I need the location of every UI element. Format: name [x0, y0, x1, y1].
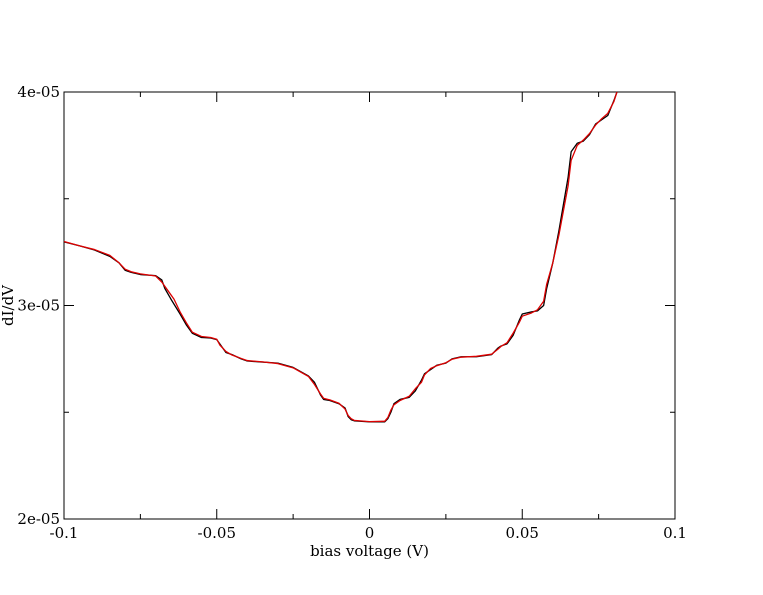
- x-axis-label: bias voltage (V): [310, 542, 429, 560]
- ticks-layer: -0.1 -0.05 0 0.05 0.1 2e-05 3e-05 4e-05: [17, 83, 687, 542]
- series-layer: [63, 91, 618, 423]
- y-tick-label: 3e-05: [17, 297, 60, 315]
- x-tick-label: 0: [365, 524, 375, 542]
- x-tick-label: 0.05: [506, 524, 539, 542]
- x-tick-label: -0.1: [50, 524, 79, 542]
- series-line-1: [63, 91, 618, 423]
- y-tick-label: 4e-05: [17, 83, 60, 101]
- x-tick-label: 0.1: [663, 524, 687, 542]
- plot-area: -0.1 -0.05 0 0.05 0.1 2e-05 3e-05 4e-05: [17, 83, 687, 542]
- x-tick-label: -0.05: [198, 524, 236, 542]
- y-tick-label: 2e-05: [17, 510, 60, 528]
- y-axis-label: dI/dV: [0, 284, 17, 326]
